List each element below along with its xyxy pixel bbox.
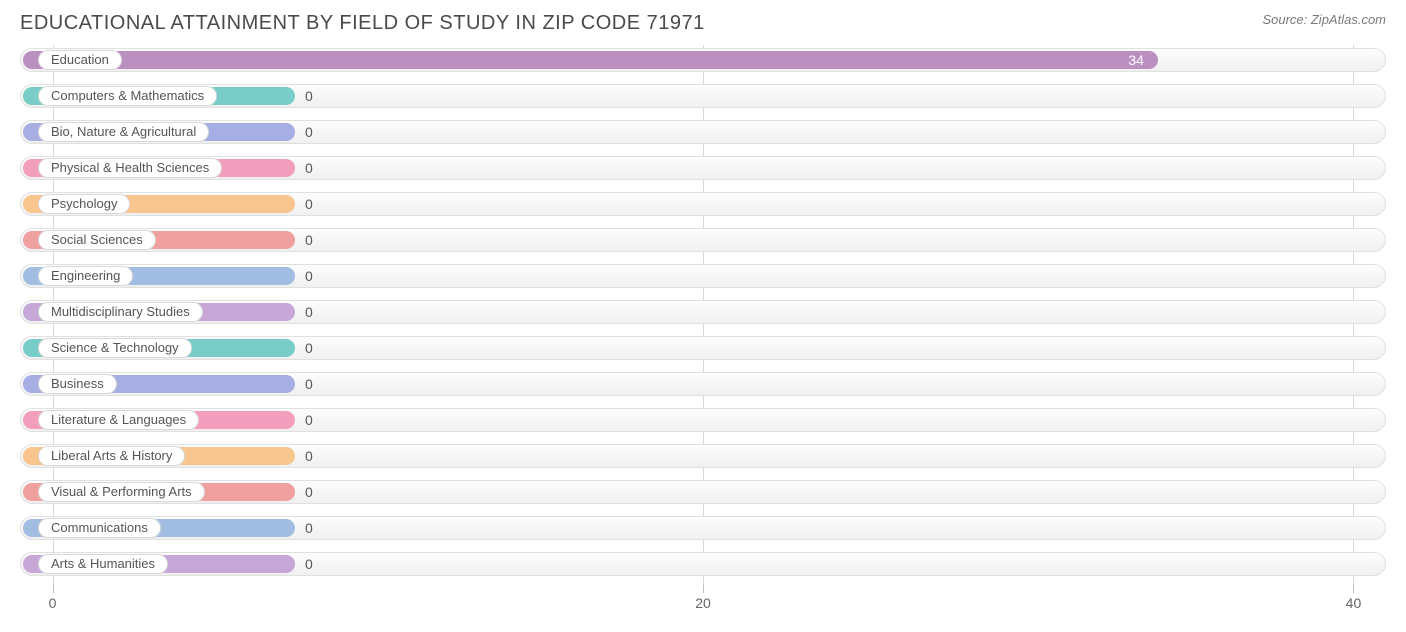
category-pill: Computers & Mathematics [38,86,217,106]
bar-row: Multidisciplinary Studies 0 [20,297,1386,327]
value-label: 0 [305,268,313,284]
category-pill: Education [38,50,122,70]
bar-row: Business 0 [20,369,1386,399]
category-pill: Arts & Humanities [38,554,168,574]
x-tick-label: 40 [1346,595,1362,611]
value-label: 0 [305,484,313,500]
chart-source: Source: ZipAtlas.com [1262,12,1386,27]
category-pill: Social Sciences [38,230,156,250]
chart-area: Education34Computers & Mathematics0Bio, … [20,45,1386,615]
value-label: 0 [305,340,313,356]
bar-row: Engineering 0 [20,261,1386,291]
category-pill: Business [38,374,117,394]
category-pill: Physical & Health Sciences [38,158,222,178]
bar-row: Communications 0 [20,513,1386,543]
value-label: 0 [305,160,313,176]
value-label: 0 [305,556,313,572]
category-pill: Bio, Nature & Agricultural [38,122,209,142]
value-label: 0 [305,520,313,536]
value-label: 0 [305,448,313,464]
x-tick [1353,585,1354,593]
category-pill: Visual & Performing Arts [38,482,205,502]
bar-row: Social Sciences 0 [20,225,1386,255]
bar-row: Bio, Nature & Agricultural 0 [20,117,1386,147]
chart-title: EDUCATIONAL ATTAINMENT BY FIELD OF STUDY… [20,12,705,35]
value-label: 0 [305,124,313,140]
bar-row: Visual & Performing Arts 0 [20,477,1386,507]
value-label: 0 [305,88,313,104]
category-pill: Multidisciplinary Studies [38,302,203,322]
x-axis: 0 20 40 [20,585,1386,615]
value-label: 0 [305,304,313,320]
category-pill: Science & Technology [38,338,192,358]
bar-row: Literature & Languages 0 [20,405,1386,435]
value-label: 0 [305,376,313,392]
bar-row: Science & Technology 0 [20,333,1386,363]
bar-row: Computers & Mathematics 0 [20,81,1386,111]
bar [23,51,1158,69]
bar-row: Liberal Arts & History 0 [20,441,1386,471]
bar-row: Education 34 [20,45,1386,75]
bar-row: Arts & Humanities 0 [20,549,1386,579]
category-pill: Liberal Arts & History [38,446,185,466]
category-pill: Literature & Languages [38,410,199,430]
value-label: 0 [305,232,313,248]
x-tick [53,585,54,593]
x-tick-label: 0 [49,595,57,611]
bar-row: Physical & Health Sciences 0 [20,153,1386,183]
category-pill: Engineering [38,266,133,286]
bar-row: Psychology 0 [20,189,1386,219]
category-pill: Psychology [38,194,130,214]
x-tick-label: 20 [695,595,711,611]
value-label: 0 [305,196,313,212]
x-tick [703,585,704,593]
value-label: 34 [1128,52,1144,68]
value-label: 0 [305,412,313,428]
category-pill: Communications [38,518,161,538]
